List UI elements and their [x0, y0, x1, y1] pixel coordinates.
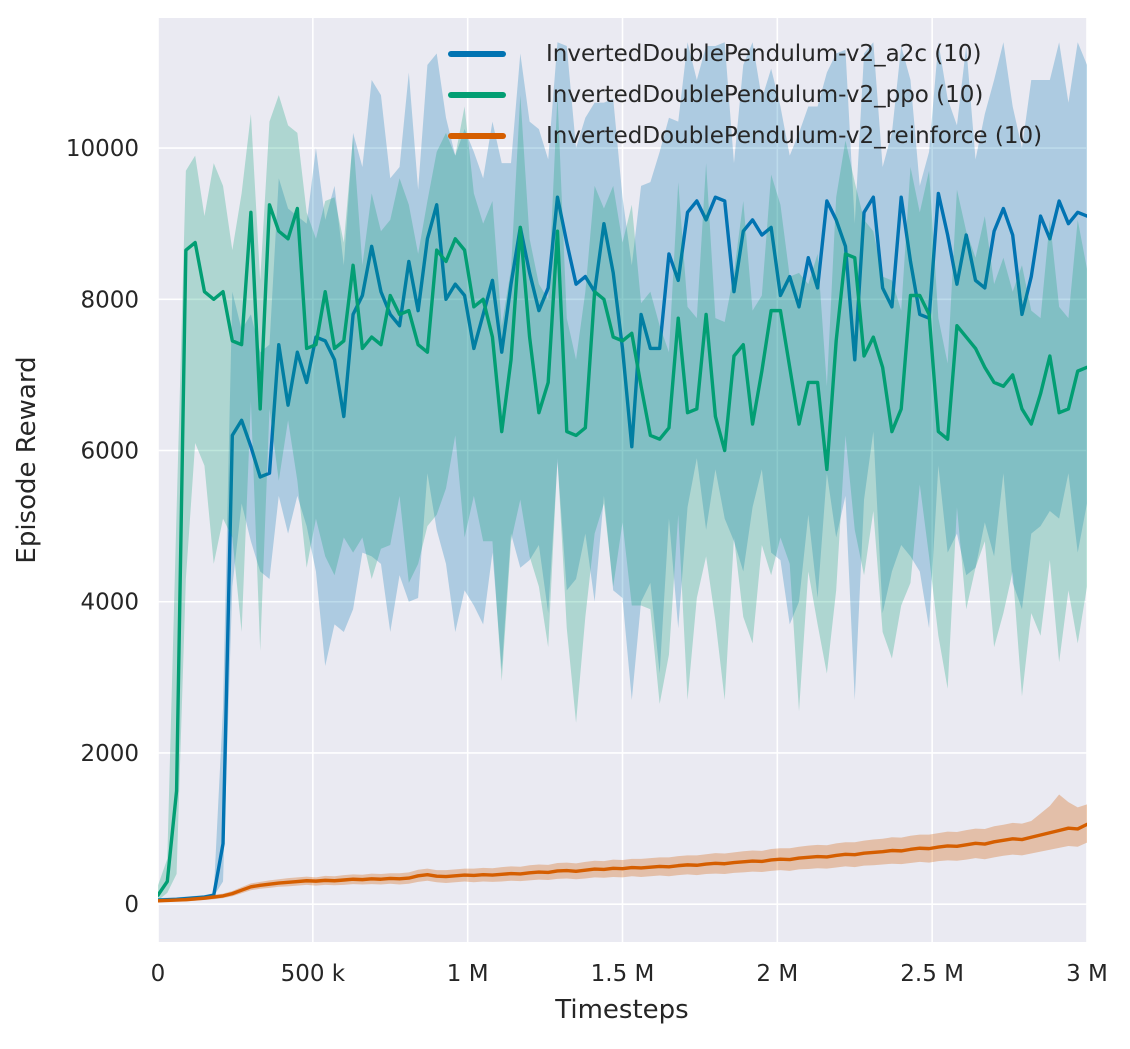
legend-line-swatch-a2c [448, 51, 506, 57]
legend-label-reinforce: InvertedDoublePendulum-v2_reinforce (10) [546, 123, 1043, 149]
legend-line-swatch-reinforce [448, 133, 506, 139]
x-tick-label: 1 M [447, 961, 489, 987]
x-tick-label: 0 [151, 961, 166, 987]
x-tick-label: 2 M [756, 961, 798, 987]
x-axis-title: Timesteps [555, 995, 689, 1025]
line-a2c [158, 191, 1087, 902]
line-ppo [158, 203, 1087, 897]
y-tick-label: 10000 [66, 136, 139, 162]
legend-label-ppo: InvertedDoublePendulum-v2_ppo (10) [546, 82, 984, 108]
y-tick-label: 8000 [80, 287, 139, 313]
legend-item-ppo: InvertedDoublePendulum-v2_ppo (10) [448, 81, 1042, 109]
x-tick-label: 1.5 M [591, 961, 655, 987]
x-tick-label: 500 k [281, 961, 346, 987]
confidence-band-reinforce [158, 794, 1087, 903]
legend-item-reinforce: InvertedDoublePendulum-v2_reinforce (10) [448, 122, 1042, 150]
x-tick-label: 3 M [1066, 961, 1108, 987]
line-reinforce [158, 822, 1087, 903]
legend: InvertedDoublePendulum-v2_a2c (10) Inver… [448, 40, 1042, 150]
y-tick-label: 2000 [80, 741, 139, 767]
legend-item-a2c: InvertedDoublePendulum-v2_a2c (10) [448, 40, 1042, 68]
x-tick-label: 2.5 M [900, 961, 964, 987]
y-tick-label: 6000 [80, 439, 139, 465]
legend-label-a2c: InvertedDoublePendulum-v2_a2c (10) [546, 41, 982, 67]
y-tick-label: 4000 [80, 590, 139, 616]
legend-line-swatch-ppo [448, 92, 506, 98]
y-tick-label: 0 [124, 892, 139, 918]
y-axis-title: Episode Reward [12, 356, 42, 564]
